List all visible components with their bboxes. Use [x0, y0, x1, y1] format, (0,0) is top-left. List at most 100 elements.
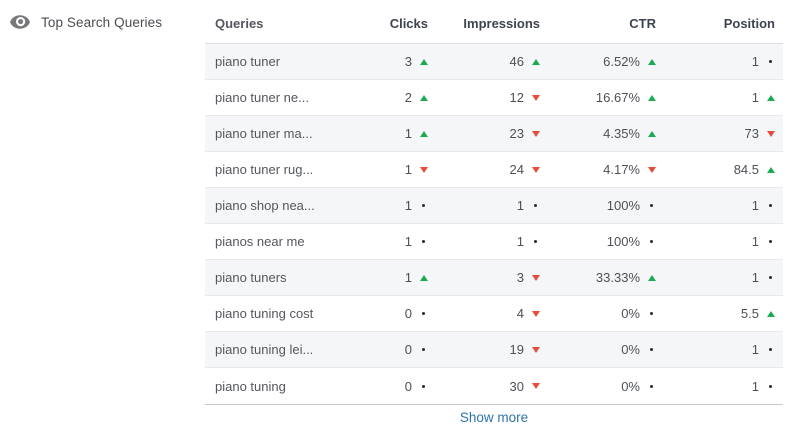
ctr-cell: 100% [540, 198, 656, 213]
trend-icon [419, 345, 428, 355]
trend-icon [419, 93, 428, 103]
query-cell-text: pianos near me [215, 234, 305, 249]
trend-icon [531, 201, 540, 211]
position-cell: 1 [656, 54, 783, 69]
clicks-cell: 2 [338, 90, 428, 105]
position-cell: 5.5 [656, 306, 783, 321]
trend-icon [766, 309, 775, 319]
show-more-bar: Show more [205, 404, 783, 429]
trend-icon [531, 273, 540, 283]
ctr-cell: 16.67% [540, 90, 656, 105]
position-cell: 1 [656, 342, 783, 357]
trend-icon [647, 93, 656, 103]
show-more-link[interactable]: Show more [459, 409, 529, 425]
impressions-cell: 3 [428, 270, 540, 285]
table-row: piano tuning lei... 0 19 0% 1 [205, 332, 783, 368]
trend-icon [647, 165, 656, 175]
ctr-cell: 0% [540, 342, 656, 357]
impressions-cell: 4 [428, 306, 540, 321]
impressions-cell: 24 [428, 162, 540, 177]
clicks-cell: 0 [338, 306, 428, 321]
table-row: piano tuning 0 30 0% 1 [205, 368, 783, 404]
clicks-cell: 1 [338, 126, 428, 141]
ctr-cell: 0% [540, 379, 656, 394]
column-header-impressions: Impressions [463, 16, 540, 31]
impressions-cell: 19 [428, 342, 540, 357]
widget-title: Top Search Queries [41, 14, 163, 30]
trend-icon [531, 309, 540, 319]
ctr-cell: 4.17% [540, 162, 656, 177]
trend-icon [766, 201, 775, 211]
trend-icon [647, 309, 656, 319]
impressions-cell: 1 [428, 234, 540, 249]
trend-icon [531, 57, 540, 67]
query-cell-text: piano tuning [215, 378, 286, 394]
position-cell: 1 [656, 234, 783, 249]
impressions-cell: 30 [428, 379, 540, 394]
top-search-queries-table: Queries Clicks Impressions CTR Position … [205, 0, 783, 429]
trend-icon [531, 165, 540, 175]
clicks-cell: 0 [338, 342, 428, 357]
trend-icon [766, 57, 775, 67]
trend-icon [419, 273, 428, 283]
trend-icon [419, 129, 428, 139]
trend-icon [531, 237, 540, 247]
trend-icon [766, 165, 775, 175]
query-cell-text: piano tuner rug... [215, 162, 314, 177]
trend-icon [766, 345, 775, 355]
query-cell-text: piano tuning cost [215, 306, 314, 321]
column-header-position: Position [723, 16, 775, 31]
table-header-row: Queries Clicks Impressions CTR Position [205, 0, 783, 44]
query-cell-text: piano tuners [215, 270, 287, 285]
trend-icon [647, 201, 656, 211]
ctr-cell: 33.33% [540, 270, 656, 285]
clicks-cell: 1 [338, 270, 428, 285]
trend-icon [419, 237, 428, 247]
trend-icon [419, 309, 428, 319]
ctr-cell: 4.35% [540, 126, 656, 141]
table-row: piano shop nea... 1 1 100% 1 [205, 188, 783, 224]
table-row: piano tuner 3 46 6.52% 1 [205, 44, 783, 80]
eye-icon[interactable] [9, 11, 31, 33]
trend-icon [647, 129, 656, 139]
widget-title-row: Top Search Queries [9, 11, 162, 33]
trend-icon [647, 345, 656, 355]
trend-icon [647, 381, 656, 391]
position-cell: 1 [656, 270, 783, 285]
ctr-cell: 0% [540, 306, 656, 321]
impressions-cell: 12 [428, 90, 540, 105]
position-cell: 73 [656, 126, 783, 141]
position-cell: 1 [656, 379, 783, 394]
table-row: piano tuner ma... 1 23 4.35% 73 [205, 116, 783, 152]
trend-icon [766, 381, 775, 391]
trend-icon [766, 129, 775, 139]
clicks-cell: 0 [338, 379, 428, 394]
trend-icon [531, 129, 540, 139]
impressions-cell: 46 [428, 54, 540, 69]
impressions-cell: 1 [428, 198, 540, 213]
trend-icon [766, 237, 775, 247]
trend-icon [766, 273, 775, 283]
query-cell-text: piano shop nea... [215, 198, 315, 213]
trend-icon [531, 93, 540, 103]
trend-icon [419, 57, 428, 67]
clicks-cell: 1 [338, 234, 428, 249]
table-row: piano tuners 1 3 33.33% 1 [205, 260, 783, 296]
table-row: piano tuner rug... 1 24 4.17% 84.5 [205, 152, 783, 188]
column-header-ctr: CTR [629, 16, 656, 31]
trend-icon [647, 273, 656, 283]
query-cell-text: piano tuner ma... [215, 126, 313, 141]
query-cell-text: piano tuner ne... [215, 90, 309, 105]
trend-icon [766, 93, 775, 103]
table-row: piano tuning cost 0 4 0% 5.5 [205, 296, 783, 332]
table-row: pianos near me 1 1 100% 1 [205, 224, 783, 260]
trend-icon [419, 381, 428, 391]
clicks-cell: 1 [338, 198, 428, 213]
column-header-clicks: Clicks [389, 16, 428, 31]
ctr-cell: 6.52% [540, 54, 656, 69]
clicks-cell: 1 [338, 162, 428, 177]
table-body: piano tuner 3 46 6.52% 1 piano tuner ne.… [205, 44, 783, 404]
trend-icon [531, 345, 540, 355]
trend-icon [419, 165, 428, 175]
query-cell-text: piano tuner [215, 54, 281, 69]
